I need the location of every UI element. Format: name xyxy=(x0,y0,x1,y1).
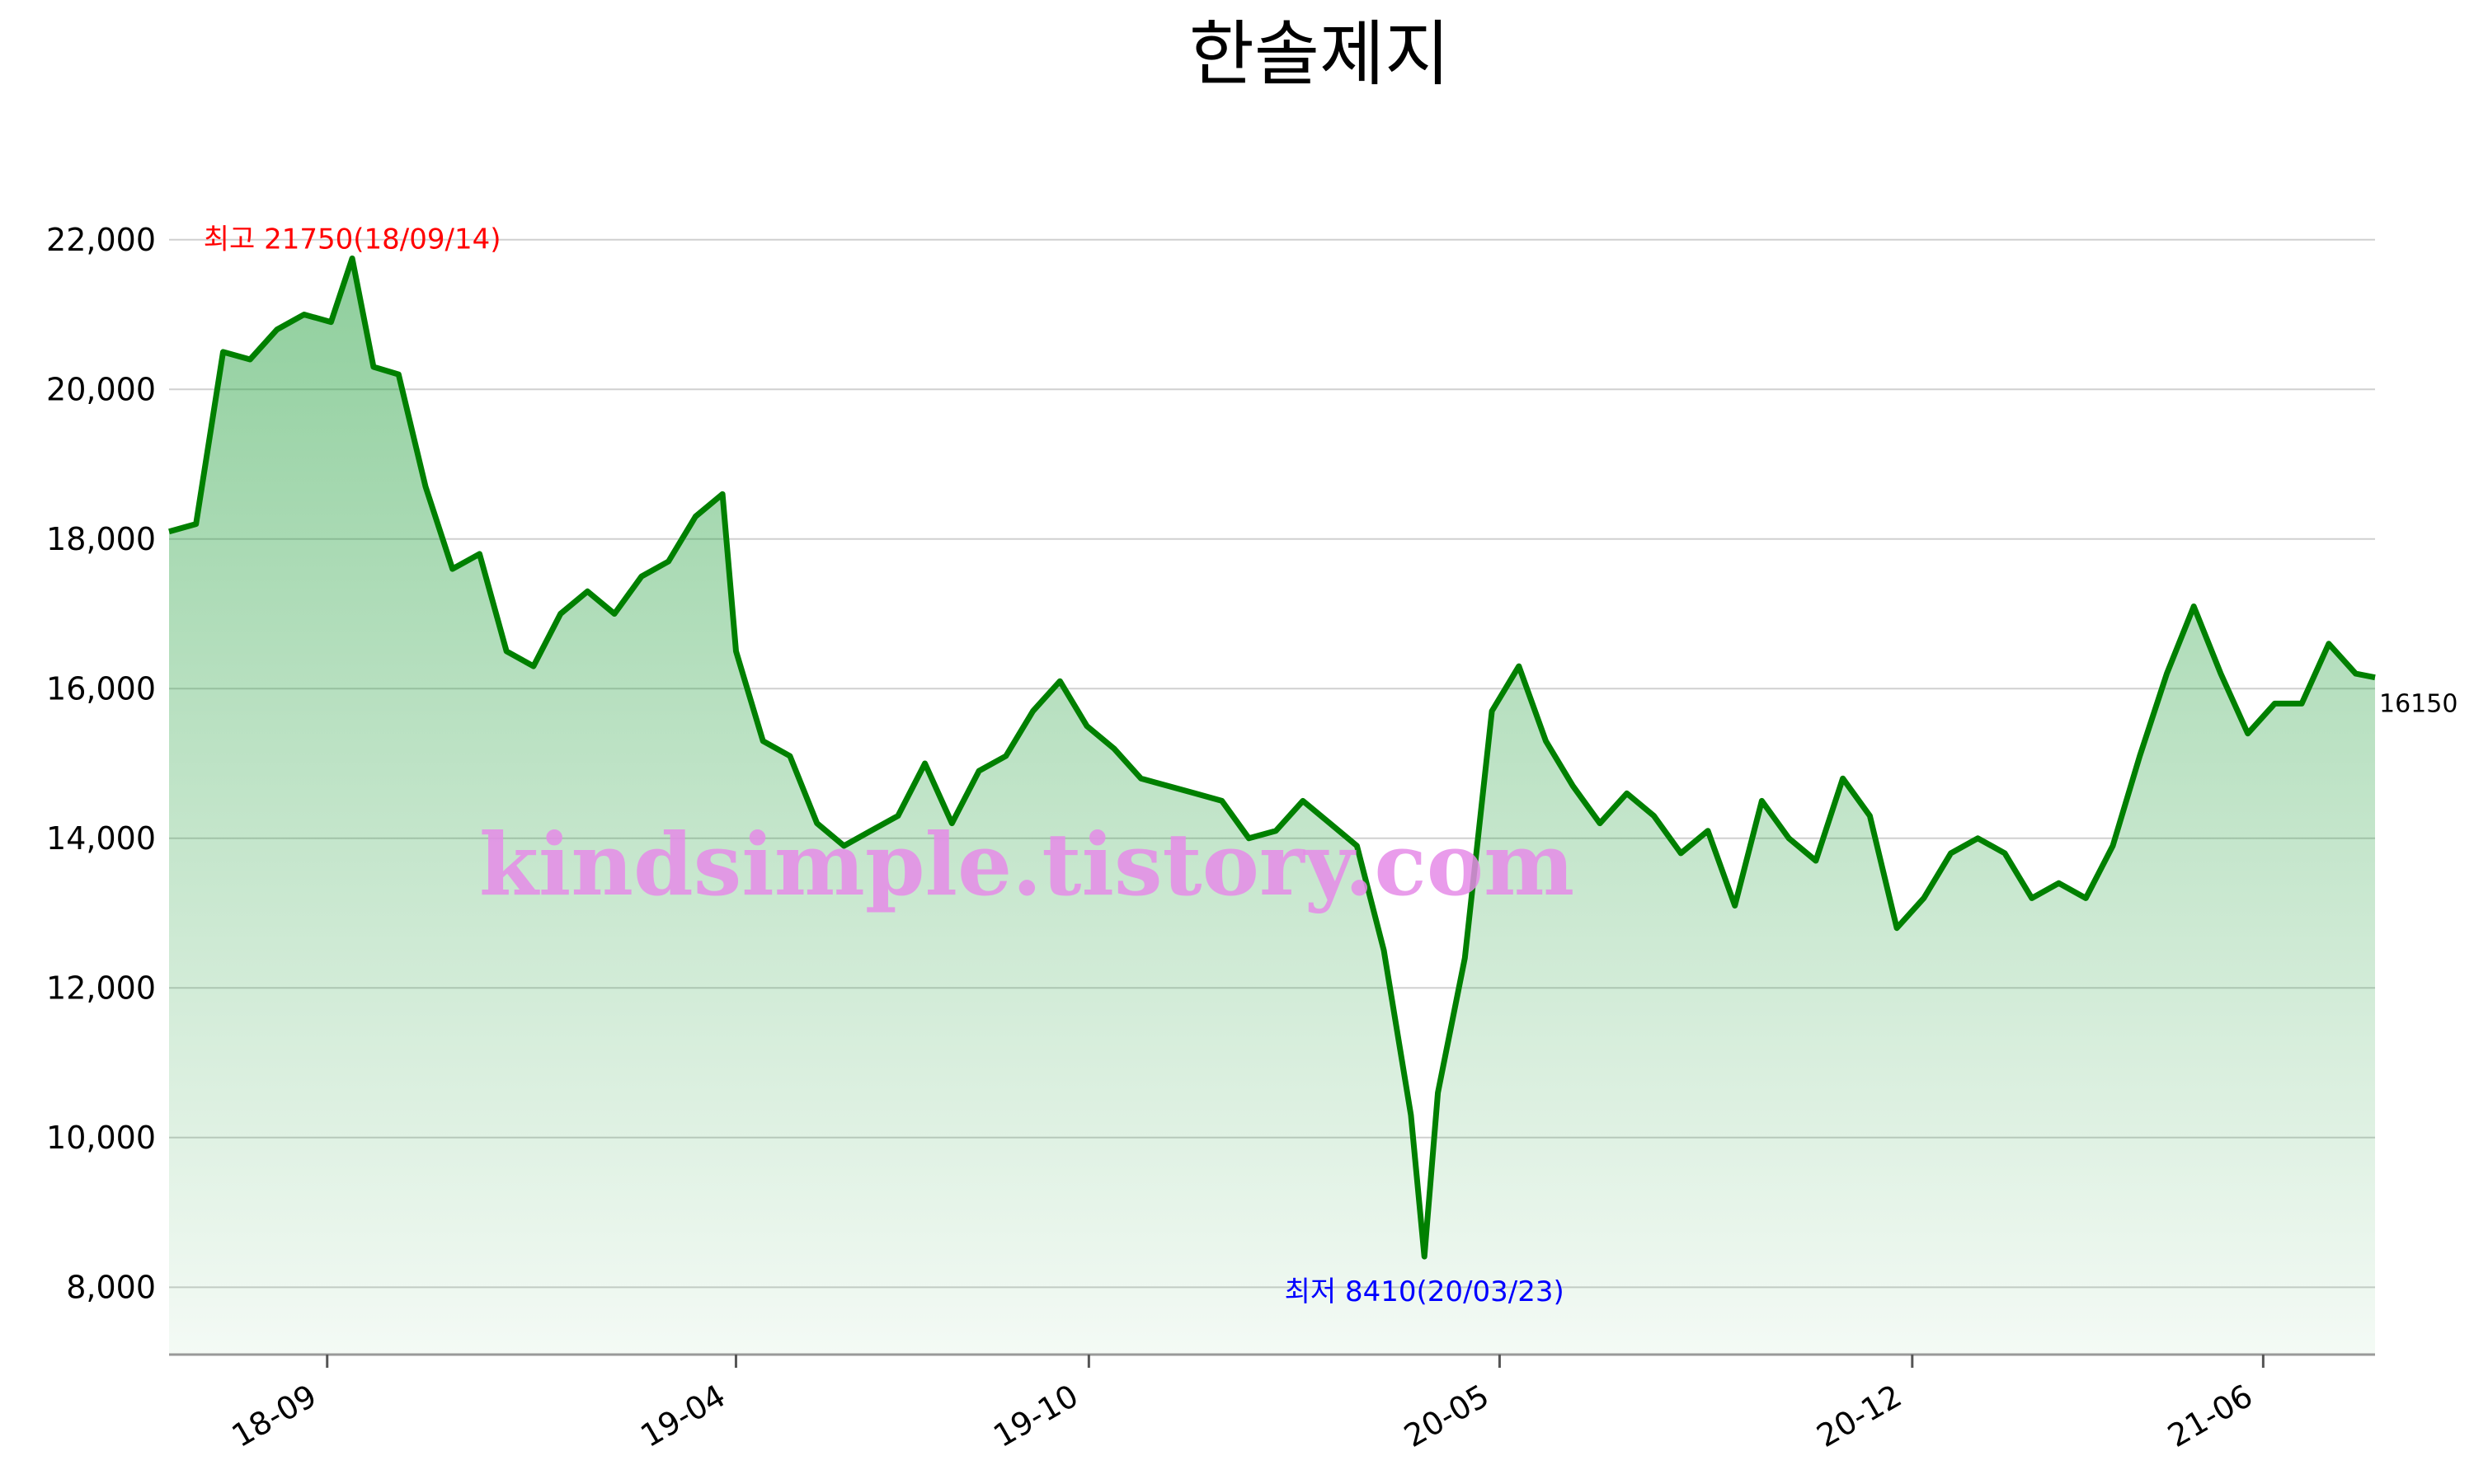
watermark: kindsimple.tistory.com xyxy=(479,814,1574,915)
x-tick-label: 20-12 xyxy=(1811,1378,1908,1454)
area-fill xyxy=(169,258,2375,1355)
area-fill-group xyxy=(169,258,2375,1355)
y-tick-label: 16,000 xyxy=(46,670,156,707)
y-tick-label: 8,000 xyxy=(66,1269,156,1305)
low-annotation: 최저 8410(20/03/23) xyxy=(1285,1275,1564,1308)
axes xyxy=(169,1353,2375,1368)
y-tick-label: 10,000 xyxy=(46,1120,156,1156)
last-value-label: 16150 xyxy=(2379,690,2458,719)
y-tick-label: 20,000 xyxy=(46,371,156,407)
price-line-group xyxy=(168,255,2376,1260)
y-tick-labels: 8,000 10,000 12,000 14,000 16,000 18,000 20,00… xyxy=(46,222,156,1306)
x-tick-label: 19-10 xyxy=(987,1378,1084,1454)
chart-title: 한솔제지 xyxy=(1189,13,1450,96)
x-tick-label: 21-06 xyxy=(2161,1378,2259,1454)
x-tick-labels: 18-09 19-04 19-10 20-05 20-12 21-06 xyxy=(226,1378,2259,1454)
x-tick-label: 19-04 xyxy=(634,1378,731,1454)
y-tick-label: 18,000 xyxy=(46,521,156,557)
x-tick-label: 18-09 xyxy=(226,1378,323,1454)
y-tick-label: 22,000 xyxy=(46,222,156,258)
price-line xyxy=(168,255,2376,1260)
high-annotation: 최고 21750(18/09/14) xyxy=(204,223,501,256)
y-tick-label: 14,000 xyxy=(46,820,156,857)
x-tick-label: 20-05 xyxy=(1398,1378,1495,1454)
y-tick-label: 12,000 xyxy=(46,970,156,1006)
